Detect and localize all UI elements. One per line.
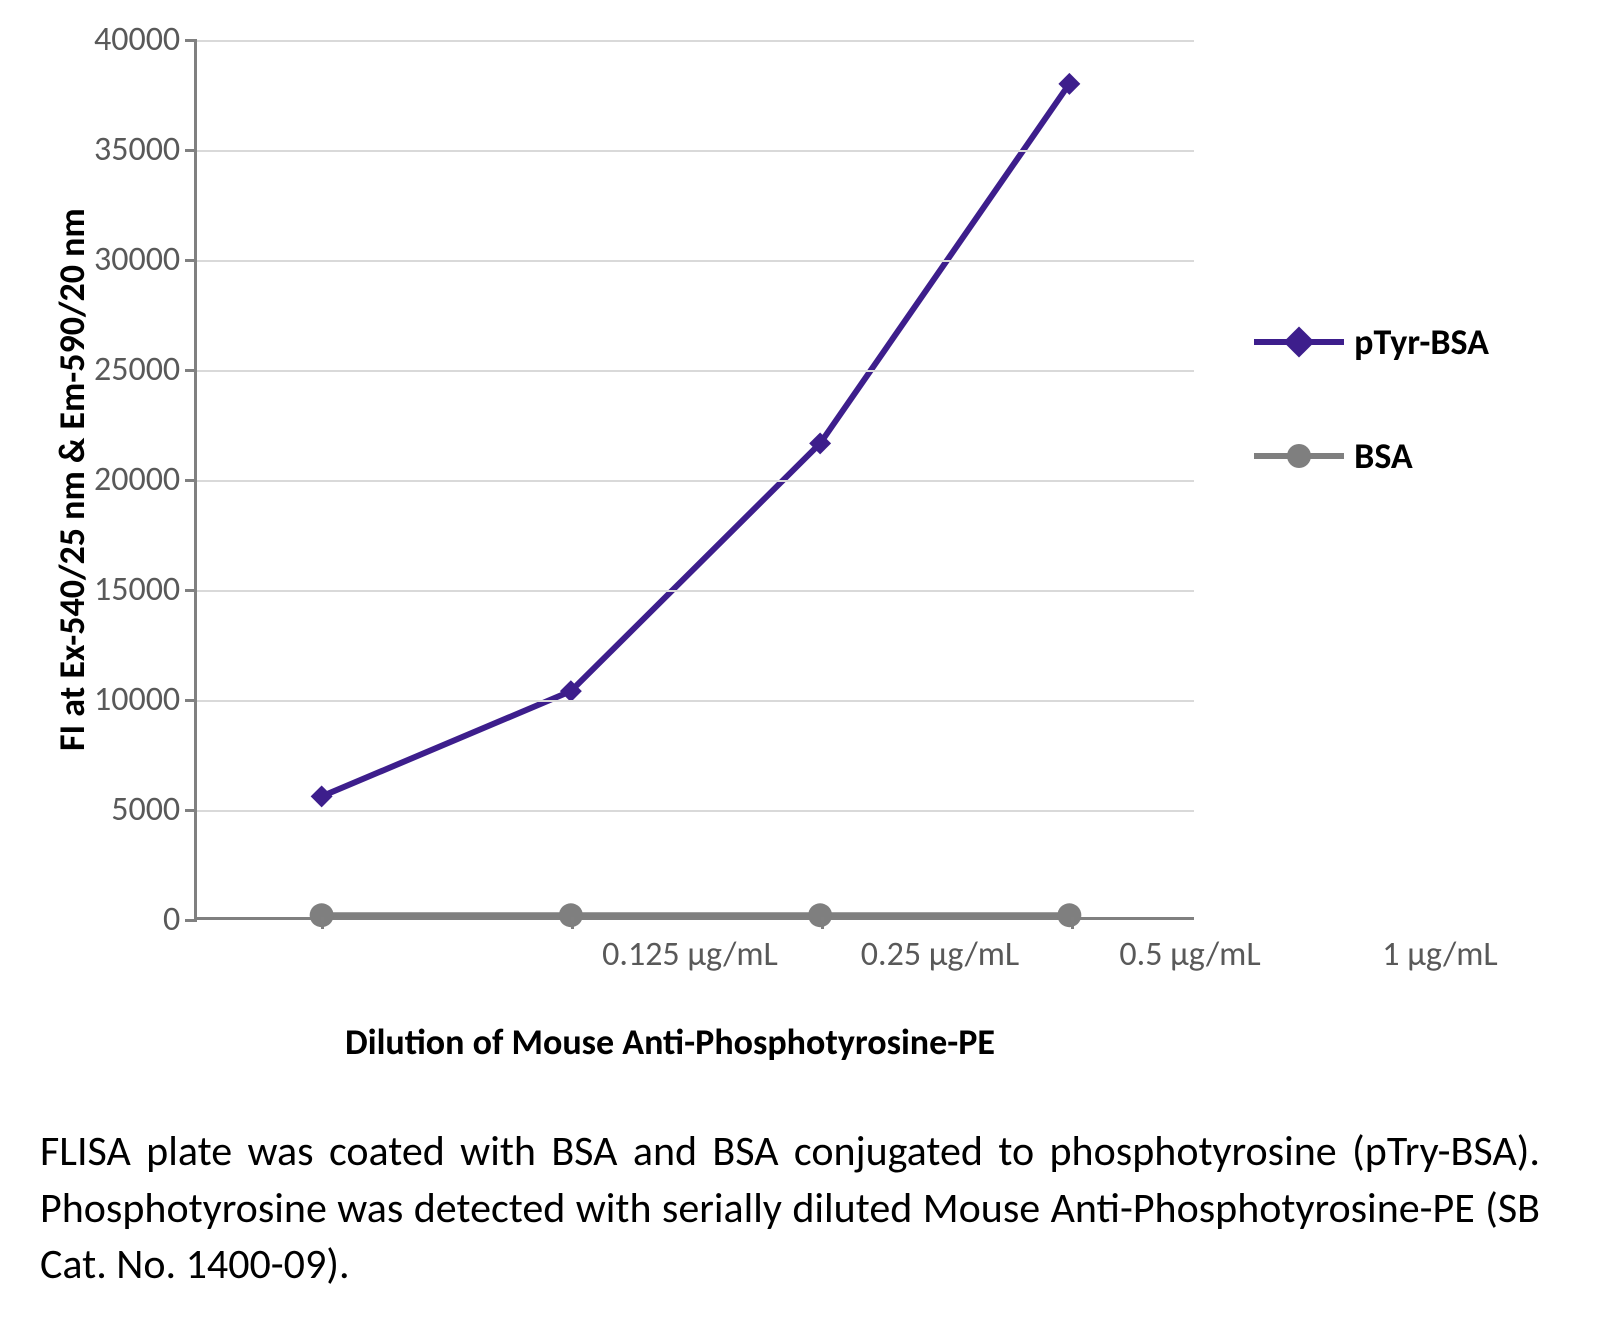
y-tick-mark bbox=[185, 369, 197, 372]
y-axis-label: FI at Ex-540/25 nm & Em-590/20 nm bbox=[40, 40, 94, 920]
series-line-pTyr-BSA bbox=[322, 84, 1070, 797]
gridline bbox=[197, 480, 1194, 482]
x-tick-mark bbox=[321, 917, 324, 929]
gridline bbox=[197, 370, 1194, 372]
y-tick-mark bbox=[185, 809, 197, 812]
legend: pTyr-BSA BSA bbox=[1254, 320, 1489, 548]
y-tick-mark bbox=[185, 259, 197, 262]
gridline bbox=[197, 700, 1194, 702]
y-tick-mark bbox=[185, 39, 197, 42]
legend-label: BSA bbox=[1354, 434, 1413, 478]
y-axis-ticks: 4000035000300002500020000150001000050000 bbox=[94, 40, 194, 920]
legend-item: BSA bbox=[1254, 434, 1489, 478]
y-tick-mark bbox=[185, 589, 197, 592]
x-axis-ticks: 0.125 µg/mL 0.25 µg/mL 0.5 µg/mL 1 µg/mL bbox=[565, 920, 1565, 980]
x-tick-label: 0.5 µg/mL bbox=[1119, 934, 1260, 975]
legend-swatch bbox=[1254, 327, 1344, 357]
gridline bbox=[197, 810, 1194, 812]
gridline bbox=[197, 590, 1194, 592]
y-tick-mark bbox=[185, 699, 197, 702]
legend-item: pTyr-BSA bbox=[1254, 320, 1489, 364]
plot-box bbox=[194, 40, 1194, 920]
legend-swatch bbox=[1254, 441, 1344, 471]
figure-caption: FLISA plate was coated with BSA and BSA … bbox=[40, 1124, 1540, 1294]
y-tick-mark bbox=[185, 479, 197, 482]
gridline bbox=[197, 40, 1194, 42]
plot-svg bbox=[197, 40, 1194, 917]
x-tick-label: 0.25 µg/mL bbox=[861, 934, 1019, 975]
gridline bbox=[197, 260, 1194, 262]
x-tick-label: 1 µg/mL bbox=[1382, 934, 1497, 975]
gridline bbox=[197, 150, 1194, 152]
legend-label: pTyr-BSA bbox=[1354, 320, 1489, 364]
x-tick-label: 0.125 µg/mL bbox=[602, 934, 778, 975]
x-axis-label: Dilution of Mouse Anti-Phosphotyrosine-P… bbox=[170, 1020, 1170, 1064]
diamond-icon bbox=[1284, 326, 1315, 357]
series-marker-pTyr-BSA bbox=[311, 785, 333, 807]
y-tick-mark bbox=[185, 149, 197, 152]
chart-area: FI at Ex-540/25 nm & Em-590/20 nm 400003… bbox=[40, 40, 1565, 920]
plot-with-ticks: 4000035000300002500020000150001000050000 bbox=[94, 40, 1194, 920]
circle-icon bbox=[1287, 444, 1311, 468]
figure-container: FI at Ex-540/25 nm & Em-590/20 nm 400003… bbox=[40, 40, 1565, 1294]
y-tick-mark bbox=[185, 919, 197, 922]
